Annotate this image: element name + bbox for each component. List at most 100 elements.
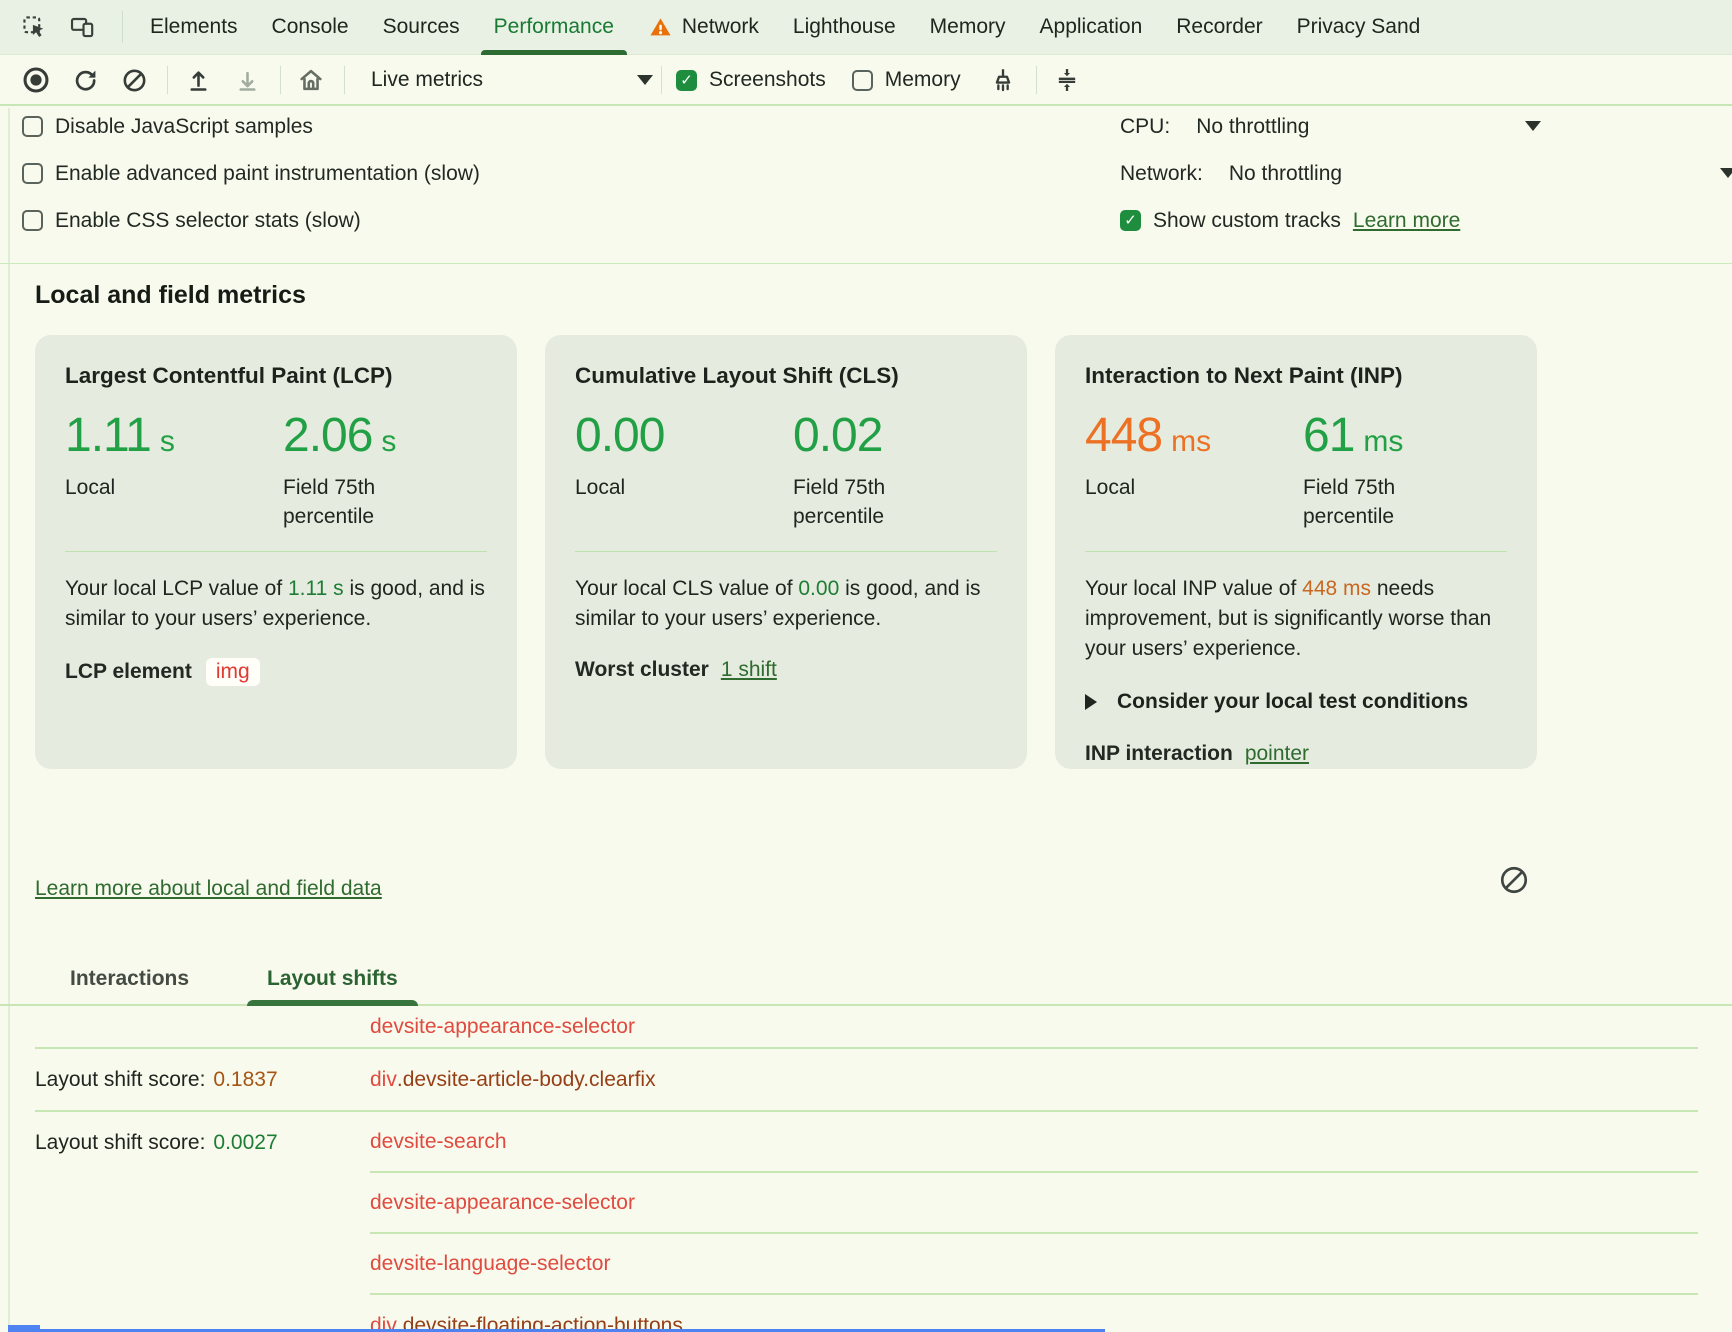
network-throttling-select[interactable]: Network: No throttling <box>1120 159 1732 188</box>
disclosure-triangle-icon <box>1085 694 1097 711</box>
load-profile-button[interactable] <box>182 64 214 96</box>
field-label: Field 75th percentile <box>1303 476 1396 529</box>
worst-cluster-label: Worst cluster <box>575 658 709 682</box>
tab-privacy-sandbox[interactable]: Privacy Sand <box>1296 15 1421 38</box>
memory-checkbox[interactable]: Memory <box>851 68 961 92</box>
inp-interaction-label: INP interaction <box>1085 742 1233 766</box>
tab-console[interactable]: Console <box>271 15 349 38</box>
disable-js-samples-checkbox[interactable]: Disable JavaScript samples <box>22 112 480 141</box>
view-mode-select[interactable]: Live metrics <box>371 68 653 92</box>
show-custom-tracks-label: Show custom tracks <box>1153 208 1341 232</box>
tab-memory[interactable]: Memory <box>929 15 1006 38</box>
tab-elements[interactable]: Elements <box>150 15 238 38</box>
lcp-local-value: 1.11 s <box>65 409 175 462</box>
learn-more-field-data-link[interactable]: Learn more about local and field data <box>35 877 382 900</box>
table-row[interactable]: devsite-appearance-selector <box>35 1173 1698 1234</box>
element-node-link[interactable]: div <box>370 1313 397 1332</box>
field-label: Field 75th percentile <box>793 476 886 529</box>
tab-application[interactable]: Application <box>1039 15 1143 38</box>
element-node-link[interactable]: devsite-appearance-selector <box>370 1014 635 1038</box>
table-row[interactable]: devsite-language-selector <box>35 1234 1698 1295</box>
reload-icon <box>72 67 99 94</box>
live-metrics-home-button[interactable] <box>295 64 327 96</box>
element-node-link[interactable]: devsite-appearance-selector <box>370 1190 635 1214</box>
home-icon <box>297 66 325 94</box>
tab-network[interactable]: Network <box>631 0 776 54</box>
table-row[interactable]: Layout shift score: 0.0027 devsite-searc… <box>35 1112 1698 1173</box>
record-button[interactable] <box>20 64 52 96</box>
chevron-down-icon <box>637 75 653 85</box>
card-divider <box>575 551 997 553</box>
cls-field-value: 0.02 <box>793 409 883 462</box>
download-icon <box>234 67 261 94</box>
cls-card-title: Cumulative Layout Shift (CLS) <box>575 363 899 388</box>
table-row[interactable]: Layout shift score: 0.1837 div .devsite-a… <box>35 1049 1698 1112</box>
section-divider <box>0 263 1732 264</box>
worst-cluster-link[interactable]: 1 shift <box>720 658 777 682</box>
log-tabs: Interactions Layout shifts <box>0 952 1732 1006</box>
inspect-element-button[interactable] <box>16 9 52 45</box>
tab-recorder[interactable]: Recorder <box>1176 15 1263 38</box>
clear-button[interactable] <box>118 64 150 96</box>
collapse-button[interactable] <box>1051 64 1083 96</box>
table-row[interactable]: devsite-appearance-selector <box>35 1006 1698 1049</box>
divider <box>280 66 281 94</box>
checkbox-unchecked-icon <box>22 163 43 184</box>
checkbox-unchecked-icon <box>22 210 43 231</box>
tab-lighthouse[interactable]: Lighthouse <box>792 15 896 38</box>
local-label: Local <box>65 476 116 500</box>
capture-options: Disable JavaScript samples Enable advanc… <box>22 112 480 235</box>
element-classes[interactable]: .devsite-floating-action-buttons <box>396 1313 683 1332</box>
tab-interactions[interactable]: Interactions <box>70 967 190 990</box>
memory-label: Memory <box>884 68 961 91</box>
inp-card-title: Interaction to Next Paint (INP) <box>1085 363 1403 388</box>
table-row[interactable]: div .devsite-floating-action-buttons <box>35 1295 1698 1332</box>
save-profile-button[interactable] <box>231 64 263 96</box>
show-custom-tracks-checkbox[interactable]: ✓ <box>1120 210 1141 231</box>
performance-toolbar: Live metrics ✓ Screenshots Memory <box>0 56 1732 106</box>
tab-performance[interactable]: Performance <box>477 0 631 55</box>
element-node-link[interactable]: div <box>370 1067 397 1091</box>
card-divider <box>65 551 487 553</box>
metric-cards: Largest Contentful Paint (LCP) 1.11 s Loc… <box>35 335 1537 769</box>
element-classes[interactable]: .devsite-article-body.clearfix <box>396 1067 656 1091</box>
cls-card: Cumulative Layout Shift (CLS) 0.00 Local… <box>545 335 1027 769</box>
tab-sources[interactable]: Sources <box>382 15 460 38</box>
clear-log-button[interactable] <box>1498 864 1530 896</box>
cls-description: Your local CLS value of 0.00 is good, an… <box>575 577 981 631</box>
network-label: Network: <box>1120 161 1203 185</box>
cls-local-value: 0.00 <box>575 409 665 462</box>
lcp-element-node-link[interactable]: img <box>205 658 260 687</box>
show-custom-tracks-row: ✓ Show custom tracks Learn more <box>1120 206 1732 235</box>
element-node-link[interactable]: devsite-language-selector <box>370 1251 611 1275</box>
score-label: Layout shift score: <box>35 1067 206 1091</box>
divider <box>1035 66 1037 94</box>
cpu-value: No throttling <box>1196 114 1310 138</box>
network-value: No throttling <box>1228 161 1343 185</box>
checkbox-unchecked-icon <box>851 69 873 91</box>
css-selector-stats-checkbox[interactable]: Enable CSS selector stats (slow) <box>22 206 480 235</box>
reload-and-record-button[interactable] <box>69 64 101 96</box>
inp-interaction-link[interactable]: pointer <box>1244 742 1310 766</box>
screenshots-checkbox[interactable]: ✓ Screenshots <box>676 68 826 92</box>
inp-field-value: 61 ms <box>1303 409 1404 462</box>
consider-local-conditions-disclosure[interactable]: Consider your local test conditions <box>1085 690 1507 714</box>
clear-icon <box>1498 864 1530 896</box>
tab-layout-shifts[interactable]: Layout shifts <box>247 967 418 1006</box>
cpu-throttling-select[interactable]: CPU: No throttling <box>1120 112 1732 141</box>
inp-description: Your local INP value of 448 ms needs imp… <box>1085 577 1492 661</box>
inp-card: Interaction to Next Paint (INP) 448 ms Lo… <box>1055 335 1537 769</box>
broom-icon <box>989 66 1017 94</box>
layout-shifts-table: devsite-appearance-selector Layout shift… <box>35 1006 1698 1332</box>
collect-garbage-button[interactable] <box>987 64 1019 96</box>
lcp-description: Your local LCP value of 1.11 s is good, … <box>65 577 485 631</box>
bottom-row-selection-highlight <box>8 1329 1105 1332</box>
throttling-options: CPU: No throttling Network: No throttlin… <box>1120 112 1732 235</box>
advanced-paint-checkbox[interactable]: Enable advanced paint instrumentation (s… <box>22 159 480 188</box>
learn-more-link[interactable]: Learn more <box>1352 208 1461 232</box>
lcp-element-row: LCP element img <box>65 658 487 687</box>
chevron-down-icon <box>1720 168 1732 178</box>
element-node-link[interactable]: devsite-search <box>370 1129 507 1153</box>
device-toolbar-button[interactable] <box>64 9 100 45</box>
